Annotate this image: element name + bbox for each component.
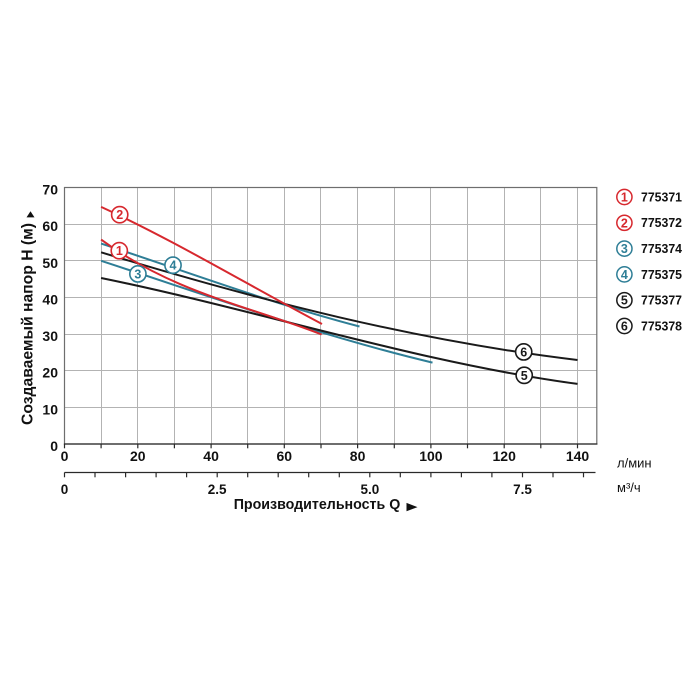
svg-text:3: 3: [621, 242, 628, 256]
svg-text:6: 6: [520, 345, 527, 359]
svg-text:100: 100: [419, 448, 443, 464]
svg-text:1: 1: [116, 244, 123, 258]
svg-text:60: 60: [42, 218, 58, 234]
svg-text:5: 5: [521, 369, 528, 383]
svg-text:775372: 775372: [641, 215, 682, 230]
svg-text:л/мин: л/мин: [617, 456, 652, 471]
svg-text:50: 50: [42, 255, 58, 271]
svg-text:60: 60: [277, 448, 293, 464]
svg-text:40: 40: [42, 291, 58, 307]
svg-text:3: 3: [134, 267, 141, 281]
svg-text:5: 5: [621, 294, 628, 308]
svg-text:2.5: 2.5: [208, 482, 227, 497]
svg-text:120: 120: [493, 448, 517, 464]
svg-text:2: 2: [116, 208, 123, 222]
svg-text:775371: 775371: [641, 189, 682, 204]
svg-text:1: 1: [621, 191, 628, 205]
svg-text:4: 4: [170, 259, 177, 273]
svg-text:0: 0: [61, 448, 69, 464]
svg-text:80: 80: [350, 448, 366, 464]
svg-text:6: 6: [621, 320, 628, 334]
svg-text:20: 20: [42, 365, 58, 381]
svg-text:2: 2: [621, 216, 628, 230]
svg-text:7.5: 7.5: [513, 482, 532, 497]
svg-text:140: 140: [566, 448, 590, 464]
svg-text:70: 70: [42, 182, 58, 198]
svg-text:Производительность Q: Производительность Q: [234, 496, 401, 513]
svg-text:10: 10: [42, 401, 58, 417]
svg-text:40: 40: [203, 448, 219, 464]
svg-text:м³/ч: м³/ч: [617, 480, 641, 495]
svg-text:Создаваемый напор Н (м): Создаваемый напор Н (м): [20, 223, 37, 425]
svg-text:775378: 775378: [641, 318, 682, 333]
svg-text:0: 0: [61, 482, 69, 497]
svg-text:0: 0: [50, 438, 58, 454]
svg-text:4: 4: [621, 268, 628, 282]
svg-text:5.0: 5.0: [361, 482, 380, 497]
svg-text:20: 20: [130, 448, 146, 464]
svg-text:775377: 775377: [641, 293, 682, 308]
svg-text:775375: 775375: [641, 267, 682, 282]
svg-text:30: 30: [42, 328, 58, 344]
svg-text:775374: 775374: [641, 241, 683, 256]
